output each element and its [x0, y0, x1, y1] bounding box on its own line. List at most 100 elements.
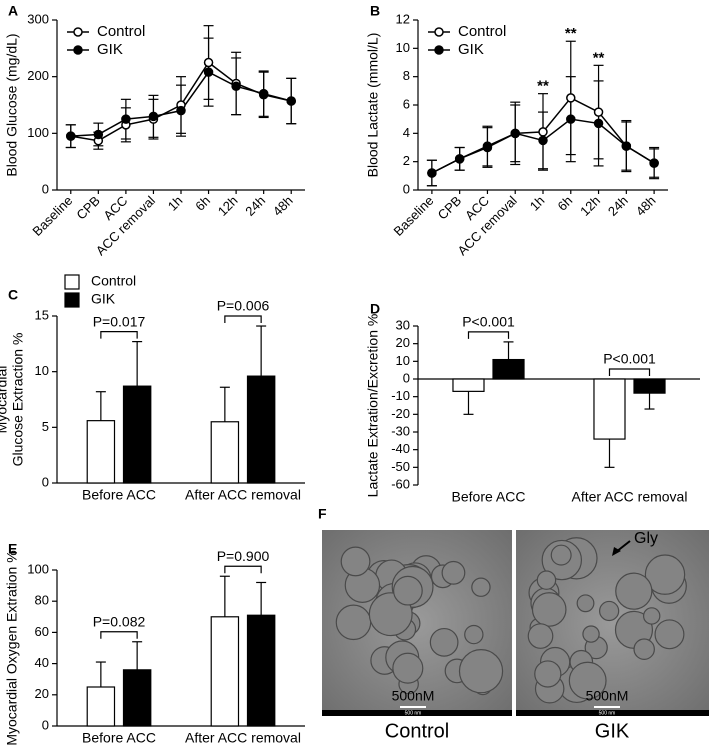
bar: [492, 358, 525, 380]
x-tick-label: Before ACC: [82, 487, 156, 503]
marker: [621, 141, 632, 151]
legend-marker: [434, 27, 444, 37]
organelle: [340, 546, 371, 577]
organelle: [429, 627, 459, 657]
y-axis-label: Lactate Extration/Excretion %: [365, 314, 381, 498]
organelle: [615, 572, 653, 610]
y-axis-label: Myocardial: [0, 366, 10, 434]
marker: [538, 127, 548, 137]
y-tick-label: 100: [27, 561, 49, 576]
arrow-head: [612, 547, 621, 556]
y-tick-label: 10: [396, 353, 410, 368]
y-tick-label: -60: [391, 476, 410, 491]
marker: [286, 96, 296, 106]
y-tick-label: -20: [391, 406, 410, 421]
panel-letter: A: [8, 3, 18, 19]
organelle: [392, 575, 423, 606]
marker: [566, 93, 576, 103]
marker: [593, 107, 604, 117]
marker: [203, 67, 214, 77]
organelle: [464, 624, 484, 645]
significance-bracket: [100, 631, 138, 639]
y-tick-label: 200: [27, 68, 49, 83]
bar: [210, 616, 240, 727]
y-tick-label: 30: [396, 317, 410, 332]
significance-bracket: [224, 565, 262, 574]
x-tick-label: After ACC removal: [185, 487, 301, 503]
y-axis-label: Myocardial Oxygen Extration %: [4, 550, 20, 745]
y-tick-label: 10: [35, 363, 49, 378]
organelle: [531, 592, 567, 627]
organelle: [576, 594, 595, 613]
organelle: [471, 577, 491, 597]
panel-letter: D: [370, 301, 380, 317]
bar: [633, 378, 666, 394]
significance-bracket: [467, 331, 510, 339]
scale-bar-text: 500 nm: [405, 710, 422, 716]
x-tick-label: 6h: [554, 193, 575, 214]
panel-letter: C: [8, 287, 18, 303]
x-tick-label: 1h: [165, 193, 186, 214]
x-tick-label: Before ACC: [82, 730, 156, 746]
marker: [538, 135, 548, 146]
y-tick-label: 0: [42, 181, 49, 196]
legend-label: GIK: [91, 291, 116, 307]
y-tick-label: 4: [403, 125, 410, 140]
y-tick-label: 20: [396, 335, 410, 350]
annotation: P<0.001: [603, 351, 656, 367]
x-tick-label: After ACC removal: [185, 730, 301, 746]
marker: [482, 142, 493, 153]
bar: [246, 614, 276, 727]
legend-marker: [73, 45, 83, 55]
annotation: **: [565, 25, 577, 42]
y-tick-label: -50: [391, 459, 410, 474]
y-tick-label: 60: [35, 624, 49, 639]
y-tick-label: 0: [42, 717, 49, 732]
marker: [593, 118, 604, 129]
y-tick-label: 5: [42, 419, 49, 434]
marker: [510, 128, 520, 139]
organelle: [568, 661, 607, 700]
y-tick-label: 80: [35, 593, 49, 608]
organelle: [550, 544, 572, 566]
legend-swatch: [64, 292, 80, 308]
y-axis-label: Blood Glucose (mg/dL): [4, 33, 20, 176]
scale-strip: [516, 710, 709, 716]
x-tick-label: 12h: [577, 193, 603, 219]
scale-bar-text: 500 nm: [599, 710, 616, 716]
organelle: [599, 600, 620, 622]
annotation: P<0.001: [462, 314, 515, 330]
legend-swatch: [64, 274, 80, 290]
bar: [452, 378, 485, 392]
organelle: [536, 570, 557, 590]
y-axis-label: Blood Lactate (mmol/L): [365, 33, 381, 178]
y-tick-label: 20: [35, 686, 49, 701]
annotation: P=0.900: [217, 548, 270, 564]
marker: [176, 105, 186, 116]
organelle: [441, 560, 466, 585]
y-tick-label: 40: [35, 655, 49, 670]
significance-bracket: [608, 368, 651, 376]
organelle: [534, 660, 562, 688]
scale-strip: [322, 710, 512, 716]
organelle: [527, 623, 554, 649]
x-tick-label: 6h: [192, 193, 213, 214]
y-tick-label: -10: [391, 388, 410, 403]
bar: [593, 378, 626, 440]
legend-label: Control: [91, 273, 136, 289]
x-tick-label: 24h: [242, 193, 268, 219]
y-axis-label: Glucose Extraction %: [10, 333, 26, 467]
x-tick-label: 12h: [215, 193, 241, 219]
image-annotation: Gly: [634, 530, 658, 547]
y-tick-label: 100: [27, 125, 49, 140]
x-tick-label: 48h: [270, 193, 296, 219]
organelle: [582, 625, 600, 643]
organelle: [644, 554, 686, 595]
bar: [86, 686, 116, 727]
marker: [454, 154, 465, 164]
micrographs: [322, 530, 709, 716]
organelle: [654, 619, 685, 650]
x-tick-label: After ACC removal: [572, 489, 688, 505]
marker: [427, 168, 437, 178]
